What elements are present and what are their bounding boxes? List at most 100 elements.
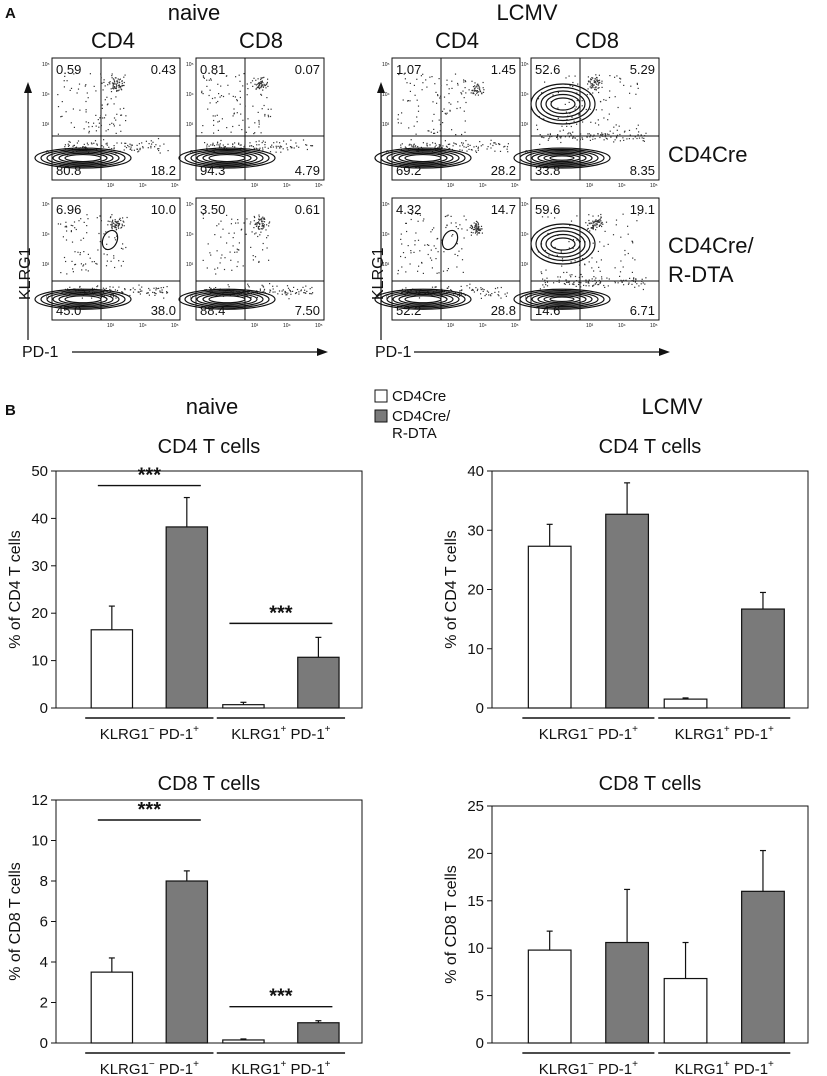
flow-event-dot (441, 110, 444, 112)
flow-event-dot (466, 285, 468, 287)
flow-event-dot (574, 137, 576, 139)
flow-event-dot (111, 77, 113, 79)
flow-event-dot (112, 86, 114, 88)
flow-event-dot (599, 270, 601, 272)
bar-cd4cre-rdta (165, 526, 209, 709)
flow-event-dot (159, 290, 161, 292)
flow-event-dot (596, 226, 598, 228)
flow-event-dot (121, 85, 123, 87)
flow-event-dot (103, 79, 105, 81)
flow-event-dot (281, 290, 283, 292)
flow-event-dot (570, 125, 572, 128)
flow-event-dot (216, 142, 219, 144)
flow-event-dot (264, 144, 266, 146)
flow-event-dot (258, 126, 260, 128)
flow-event-dot (293, 286, 295, 288)
flow-event-dot (141, 142, 143, 144)
flow-event-dot (588, 219, 590, 222)
flow-event-dot (243, 296, 245, 298)
flow-event-dot (613, 141, 615, 143)
flow-event-dot (579, 138, 581, 140)
flow-event-dot (575, 285, 577, 287)
flow-event-dot (282, 148, 284, 150)
flow-event-dot (539, 134, 541, 136)
flow-event-dot (472, 229, 474, 231)
flow-event-dot (232, 95, 234, 97)
flow-event-dot (260, 132, 262, 134)
flow-event-dot (494, 291, 496, 293)
flow-event-dot (482, 290, 484, 292)
group-label-rest: PD-1 (594, 726, 632, 743)
flow-event-dot (70, 230, 72, 232)
flow-event-dot (163, 297, 165, 299)
flow-event-dot (209, 252, 211, 254)
flow-event-dot (581, 105, 583, 107)
flow-y-tick-label: 10⁵ (186, 62, 194, 68)
flow-event-dot (265, 84, 267, 86)
flow-density-contour (398, 293, 448, 305)
flow-event-dot (455, 143, 457, 145)
flow-event-dot (113, 125, 115, 127)
flow-event-dot (457, 101, 459, 103)
flow-event-dot (224, 257, 226, 259)
flow-event-dot (475, 86, 477, 88)
flow-event-dot (116, 81, 118, 83)
flow-event-dot (417, 110, 420, 112)
flow-event-dot (479, 87, 481, 89)
flow-event-dot (80, 218, 82, 220)
flow-event-dot (260, 81, 262, 83)
flow-event-dot (152, 141, 154, 143)
flow-event-dot (79, 109, 81, 111)
flow-density-contour (392, 292, 454, 306)
flow-event-dot (613, 126, 615, 128)
flow-event-dot (221, 254, 223, 256)
flow-event-dot (484, 295, 486, 297)
flow-event-dot (67, 288, 69, 290)
flow-event-dot (206, 147, 208, 149)
flow-event-dot (112, 222, 114, 224)
flow-event-dot (433, 245, 435, 247)
flow-event-dot (567, 133, 569, 135)
flow-event-dot (457, 294, 459, 296)
flow-event-dot (593, 81, 596, 83)
flow-x-tick-label: 10⁴ (479, 183, 487, 189)
flow-event-dot (111, 220, 114, 222)
flow-event-dot (111, 226, 113, 228)
flow-event-dot (101, 294, 103, 296)
flow-event-dot (64, 226, 66, 228)
flow-event-dot (591, 227, 593, 229)
flow-event-dot (595, 74, 597, 76)
flow-event-dot (461, 228, 463, 230)
flow-event-dot (260, 81, 262, 83)
flow-event-dot (262, 218, 264, 220)
flow-event-dot (283, 140, 285, 142)
flow-event-dot (592, 77, 594, 79)
flow-event-dot (592, 227, 594, 229)
flow-event-dot (574, 108, 576, 110)
flow-event-dot (239, 90, 241, 92)
flow-event-dot (203, 77, 205, 79)
genotype-label-cd4cre: CD4Cre (668, 142, 747, 167)
flow-density-contour (392, 151, 454, 165)
flow-event-dot (261, 84, 263, 86)
flow-event-dot (480, 225, 483, 227)
flow-event-dot (66, 80, 68, 82)
flow-event-dot (216, 144, 218, 146)
flow-event-dot (272, 288, 274, 290)
flow-event-dot (635, 128, 638, 130)
flow-event-dot (477, 91, 479, 93)
flow-event-dot (567, 281, 569, 283)
flow-event-dot (257, 85, 259, 88)
flow-event-dot (596, 224, 598, 226)
flow-event-dot (100, 146, 102, 148)
flow-event-dot (212, 144, 214, 146)
flow-event-dot (103, 139, 105, 141)
flow-event-dot (587, 282, 589, 284)
flow-event-dot (109, 83, 111, 85)
flow-event-dot (604, 133, 606, 135)
flow-event-dot (459, 149, 461, 151)
flow-event-dot (110, 91, 113, 93)
flow-event-dot (428, 130, 430, 132)
flow-event-dot (148, 294, 150, 296)
flow-density-contour (184, 289, 270, 309)
